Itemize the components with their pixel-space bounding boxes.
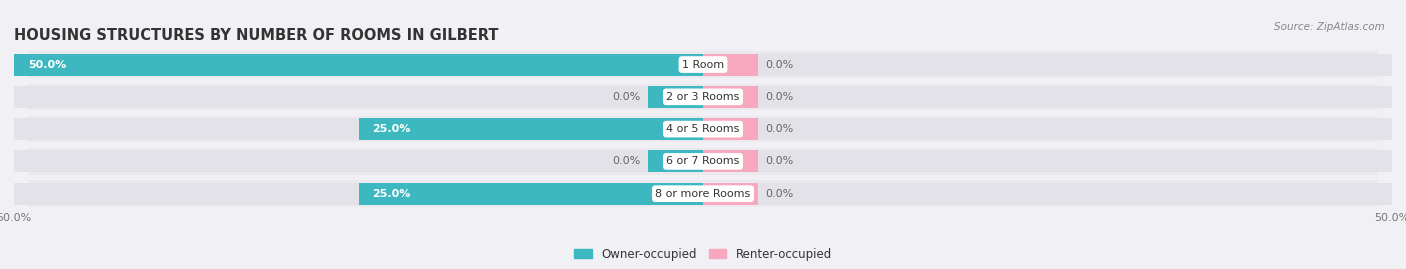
Text: 4 or 5 Rooms: 4 or 5 Rooms: [666, 124, 740, 134]
Bar: [14, 54, 703, 76]
Bar: [703, 54, 758, 76]
Bar: [703, 54, 1392, 76]
Text: 0.0%: 0.0%: [765, 156, 793, 167]
Bar: [359, 118, 703, 140]
Text: 6 or 7 Rooms: 6 or 7 Rooms: [666, 156, 740, 167]
Text: Source: ZipAtlas.com: Source: ZipAtlas.com: [1274, 22, 1385, 31]
Bar: [14, 150, 703, 172]
Bar: [28, 51, 1378, 78]
Bar: [703, 150, 758, 172]
Bar: [28, 180, 1378, 207]
Bar: [703, 118, 1392, 140]
Bar: [28, 148, 1378, 175]
Text: 25.0%: 25.0%: [373, 189, 411, 199]
Text: HOUSING STRUCTURES BY NUMBER OF ROOMS IN GILBERT: HOUSING STRUCTURES BY NUMBER OF ROOMS IN…: [14, 28, 499, 43]
Bar: [14, 86, 703, 108]
Text: 50.0%: 50.0%: [28, 59, 66, 70]
Bar: [703, 86, 758, 108]
Bar: [703, 118, 758, 140]
Bar: [703, 183, 1392, 205]
Text: 0.0%: 0.0%: [613, 156, 641, 167]
Text: 2 or 3 Rooms: 2 or 3 Rooms: [666, 92, 740, 102]
Text: 0.0%: 0.0%: [613, 92, 641, 102]
Text: 8 or more Rooms: 8 or more Rooms: [655, 189, 751, 199]
Bar: [703, 183, 758, 205]
Bar: [648, 150, 703, 172]
Bar: [14, 54, 703, 76]
Legend: Owner-occupied, Renter-occupied: Owner-occupied, Renter-occupied: [569, 243, 837, 265]
Bar: [359, 183, 703, 205]
Bar: [28, 84, 1378, 110]
Bar: [28, 116, 1378, 142]
Bar: [14, 118, 703, 140]
Text: 0.0%: 0.0%: [765, 92, 793, 102]
Text: 0.0%: 0.0%: [765, 189, 793, 199]
Text: 0.0%: 0.0%: [765, 59, 793, 70]
Bar: [14, 183, 703, 205]
Text: 0.0%: 0.0%: [765, 124, 793, 134]
Bar: [703, 150, 1392, 172]
Text: 25.0%: 25.0%: [373, 124, 411, 134]
Text: 1 Room: 1 Room: [682, 59, 724, 70]
Bar: [703, 86, 1392, 108]
Bar: [648, 86, 703, 108]
